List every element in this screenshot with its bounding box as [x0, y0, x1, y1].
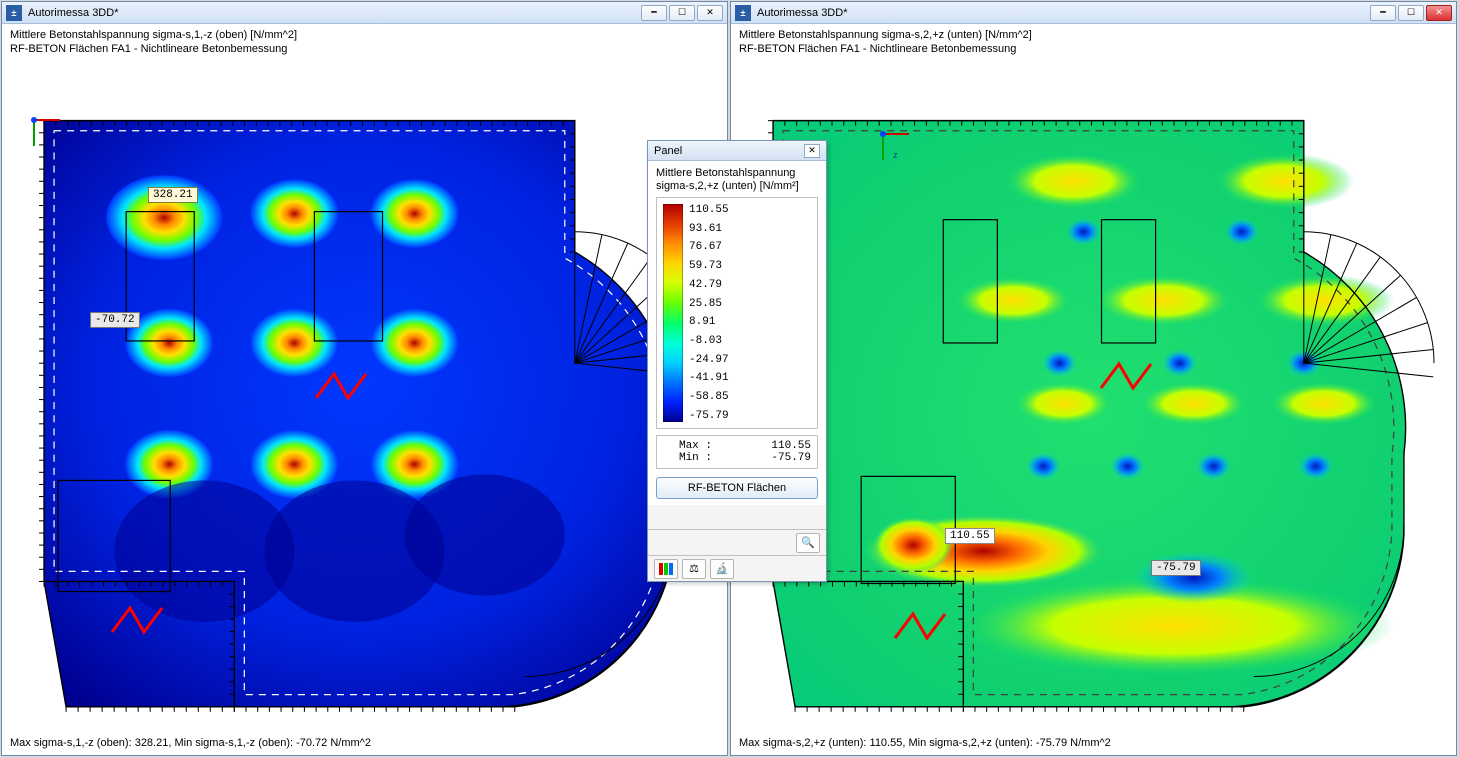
viewport-header-2: RF-BETON Flächen FA1 - Nichtlineare Beto…	[10, 42, 297, 56]
balance-button[interactable]: ⚖	[682, 559, 706, 579]
maximize-button[interactable]: ☐	[669, 5, 695, 21]
legend-panel-title: Panel	[654, 145, 804, 157]
colorbar-tick: -8.03	[689, 335, 729, 347]
legend-panel-close-button[interactable]: ✕	[804, 144, 820, 158]
colorbar-tick: 59.73	[689, 260, 729, 272]
legend-caption-2: sigma-s,2,+z (unten) [N/mm²]	[656, 180, 818, 193]
colorbar-tick: 8.91	[689, 316, 729, 328]
close-button[interactable]: ✕	[697, 5, 723, 21]
app-icon: ±	[6, 5, 22, 21]
close-button[interactable]: ✕	[1426, 5, 1452, 21]
legend-panel-titlebar[interactable]: Panel ✕	[648, 141, 826, 161]
colorbar-tick: -24.97	[689, 354, 729, 366]
value-callout-max: 328.21	[148, 187, 198, 203]
legend-caption-1: Mittlere Betonstahlspannung	[656, 167, 818, 180]
titlebar-right[interactable]: ± Autorimessa 3DD* ━ ☐ ✕	[731, 2, 1456, 24]
plot-canvas-right[interactable]: z 110.55 -75.79	[743, 60, 1444, 727]
window-right: ± Autorimessa 3DD* ━ ☐ ✕ Mittlere Betons…	[730, 1, 1457, 756]
colorbar-tick: 25.85	[689, 298, 729, 310]
colorbar-tick: 110.55	[689, 204, 729, 216]
colorbar-ticks: 110.55 93.61 76.67 59.73 42.79 25.85 8.91 -8.03…	[689, 204, 729, 422]
app-icon: ±	[735, 5, 751, 21]
viewport-right[interactable]: Mittlere Betonstahlspannung sigma-s,2,+z…	[731, 24, 1456, 755]
palette-button[interactable]	[654, 559, 678, 579]
titlebar-left[interactable]: ± Autorimessa 3DD* ━ ☐ ✕	[2, 2, 727, 24]
magnifier-button[interactable]: 🔍	[796, 533, 820, 553]
colorbar-tick: 42.79	[689, 279, 729, 291]
legend-minmax: Max : 110.55 Min : -75.79	[656, 435, 818, 469]
legend-toolbar: 🔍	[648, 529, 826, 555]
window-title-right: Autorimessa 3DD*	[757, 7, 1370, 19]
legend-toolbar-2: ⚖ 🔬	[648, 555, 826, 581]
window-title-left: Autorimessa 3DD*	[28, 7, 641, 19]
colorbar-tick: -75.79	[689, 410, 729, 422]
max-label: Max :	[663, 440, 718, 452]
viewport-left[interactable]: Mittlere Betonstahlspannung sigma-s,1,-z…	[2, 24, 727, 755]
viewport-header-2: RF-BETON Flächen FA1 - Nichtlineare Beto…	[739, 42, 1032, 56]
min-label: Min :	[663, 452, 718, 464]
colorbar-tick: -58.85	[689, 391, 729, 403]
colorbar: 110.55 93.61 76.67 59.73 42.79 25.85 8.91 -8.03…	[656, 197, 818, 429]
status-line-right: Max sigma-s,2,+z (unten): 110.55, Min si…	[739, 737, 1111, 749]
plot-canvas-left[interactable]: 328.21 -70.72	[14, 60, 715, 727]
minimize-button[interactable]: ━	[1370, 5, 1396, 21]
colorbar-tick: 76.67	[689, 241, 729, 253]
rf-beton-button[interactable]: RF-BETON Flächen	[656, 477, 818, 499]
legend-panel[interactable]: Panel ✕ Mittlere Betonstahlspannung sigm…	[647, 140, 827, 582]
value-callout-min: -75.79	[1151, 560, 1201, 576]
value-callout-max: 110.55	[945, 528, 995, 544]
colorbar-tick: 93.61	[689, 223, 729, 235]
max-value: 110.55	[771, 440, 811, 452]
value-callout-min: -70.72	[90, 312, 140, 328]
colorbar-tick: -41.91	[689, 372, 729, 384]
window-left: ± Autorimessa 3DD* ━ ☐ ✕ Mittlere Betons…	[1, 1, 728, 756]
minimize-button[interactable]: ━	[641, 5, 667, 21]
viewport-header-1: Mittlere Betonstahlspannung sigma-s,1,-z…	[10, 28, 297, 42]
status-line-left: Max sigma-s,1,-z (oben): 328.21, Min sig…	[10, 737, 371, 749]
min-value: -75.79	[771, 452, 811, 464]
microscope-button[interactable]: 🔬	[710, 559, 734, 579]
maximize-button[interactable]: ☐	[1398, 5, 1424, 21]
viewport-header-1: Mittlere Betonstahlspannung sigma-s,2,+z…	[739, 28, 1032, 42]
